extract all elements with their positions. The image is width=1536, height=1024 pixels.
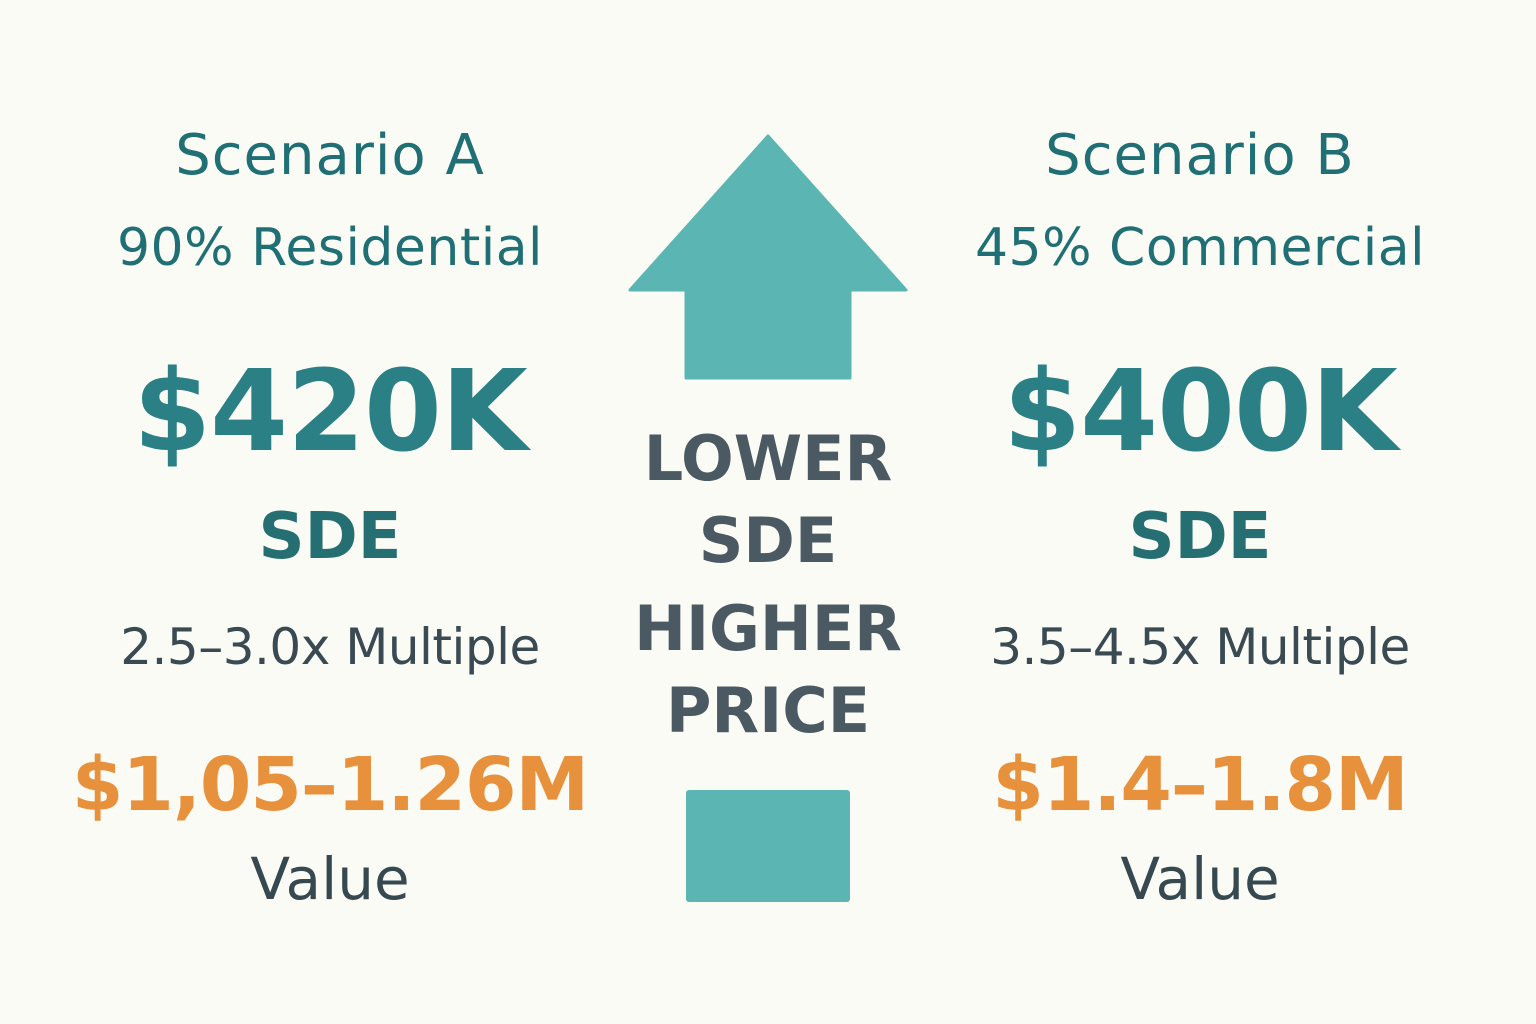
square-block-icon [686,790,850,902]
scenario-b-value-label: Value [1120,845,1280,913]
scenario-b-title: Scenario B [1045,123,1355,188]
scenario-a-sde-amount: $420K [133,347,528,477]
center-text-lower: LOWER [643,422,893,495]
scenario-a-column: Scenario A 90% Residential $420K SDE 2.5… [50,0,610,1024]
scenario-a-sde-label: SDE [258,500,402,574]
scenario-b-sde-amount: $400K [1003,347,1398,477]
scenario-a-value-amount: $1,05–1.26M [71,742,589,828]
scenario-a-title: Scenario A [175,123,485,188]
scenario-a-subtitle: 90% Residential [116,218,544,278]
scenario-b-sde-label: SDE [1128,500,1272,574]
comparison-center: LOWER SDE HIGHER PRICE [618,0,918,1024]
center-text-higher: HIGHER [634,592,902,665]
up-arrow-icon [628,134,908,380]
scenario-b-column: Scenario B 45% Commercial $400K SDE 3.5–… [920,0,1480,1024]
scenario-a-value-label: Value [250,845,410,913]
scenario-a-multiple: 2.5–3.0x Multiple [120,618,540,676]
center-text-price: PRICE [665,674,871,747]
scenario-b-subtitle: 45% Commercial [974,218,1426,278]
scenario-b-value-amount: $1.4–1.8M [992,742,1408,828]
center-text-sde: SDE [698,504,838,577]
scenario-b-multiple: 3.5–4.5x Multiple [990,618,1410,676]
